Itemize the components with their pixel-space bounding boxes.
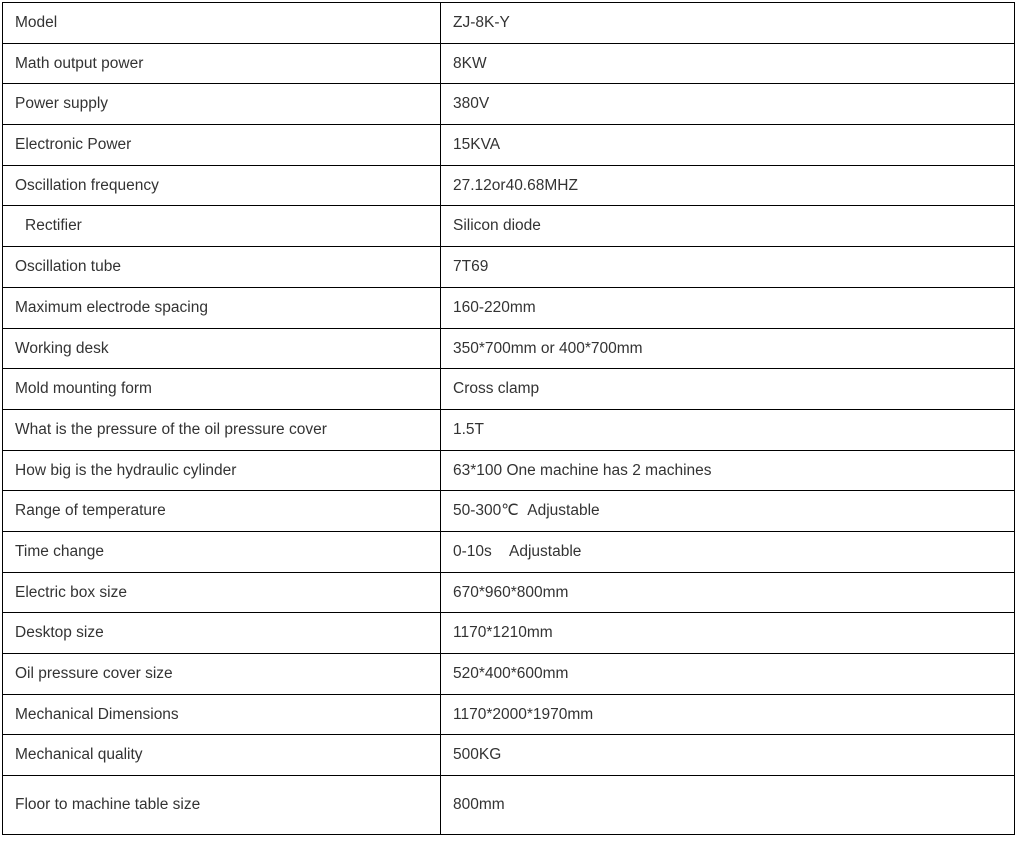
spec-label: Power supply xyxy=(3,84,441,125)
spec-value: 50-300℃ Adjustable xyxy=(441,491,1015,532)
table-row: ModelZJ-8K-Y xyxy=(3,3,1015,44)
spec-label: Oscillation tube xyxy=(3,247,441,288)
table-row: Mechanical quality500KG xyxy=(3,735,1015,776)
spec-value: 0-10s Adjustable xyxy=(441,531,1015,572)
table-row: Oscillation frequency27.12or40.68MHZ xyxy=(3,165,1015,206)
spec-label: How big is the hydraulic cylinder xyxy=(3,450,441,491)
spec-label: What is the pressure of the oil pressure… xyxy=(3,409,441,450)
spec-value: 8KW xyxy=(441,43,1015,84)
spec-label: Floor to machine table size xyxy=(3,776,441,835)
spec-label: Rectifier xyxy=(3,206,441,247)
table-row: Mold mounting formCross clamp xyxy=(3,369,1015,410)
spec-value: 670*960*800mm xyxy=(441,572,1015,613)
table-row: Mechanical Dimensions1170*2000*1970mm xyxy=(3,694,1015,735)
spec-label: Model xyxy=(3,3,441,44)
spec-label: Oil pressure cover size xyxy=(3,654,441,695)
table-row: Desktop size1170*1210mm xyxy=(3,613,1015,654)
spec-value: 160-220mm xyxy=(441,287,1015,328)
spec-label: Oscillation frequency xyxy=(3,165,441,206)
table-row: Working desk350*700mm or 400*700mm xyxy=(3,328,1015,369)
table-row: Maximum electrode spacing160-220mm xyxy=(3,287,1015,328)
spec-value: 63*100 One machine has 2 machines xyxy=(441,450,1015,491)
spec-value: 350*700mm or 400*700mm xyxy=(441,328,1015,369)
spec-label: Time change xyxy=(3,531,441,572)
spec-label: Desktop size xyxy=(3,613,441,654)
spec-value: 7T69 xyxy=(441,247,1015,288)
spec-label: Mechanical Dimensions xyxy=(3,694,441,735)
spec-value: ZJ-8K-Y xyxy=(441,3,1015,44)
spec-value: 1170*2000*1970mm xyxy=(441,694,1015,735)
spec-value: 27.12or40.68MHZ xyxy=(441,165,1015,206)
table-row: What is the pressure of the oil pressure… xyxy=(3,409,1015,450)
spec-table-body: ModelZJ-8K-YMath output power8KWPower su… xyxy=(3,3,1015,835)
table-row: Time change0-10s Adjustable xyxy=(3,531,1015,572)
spec-label: Range of temperature xyxy=(3,491,441,532)
table-row: RectifierSilicon diode xyxy=(3,206,1015,247)
spec-value: 1170*1210mm xyxy=(441,613,1015,654)
table-row: Math output power8KW xyxy=(3,43,1015,84)
table-row: Range of temperature50-300℃ Adjustable xyxy=(3,491,1015,532)
spec-label: Mechanical quality xyxy=(3,735,441,776)
table-row: Oscillation tube7T69 xyxy=(3,247,1015,288)
spec-value: Cross clamp xyxy=(441,369,1015,410)
spec-value: 520*400*600mm xyxy=(441,654,1015,695)
spec-value: 15KVA xyxy=(441,125,1015,166)
table-row: Floor to machine table size800mm xyxy=(3,776,1015,835)
spec-value: 1.5T xyxy=(441,409,1015,450)
table-row: Electronic Power15KVA xyxy=(3,125,1015,166)
spec-value: 800mm xyxy=(441,776,1015,835)
spec-label: Electric box size xyxy=(3,572,441,613)
spec-table: ModelZJ-8K-YMath output power8KWPower su… xyxy=(2,2,1015,835)
spec-label: Mold mounting form xyxy=(3,369,441,410)
spec-label: Math output power xyxy=(3,43,441,84)
spec-value: 500KG xyxy=(441,735,1015,776)
table-row: How big is the hydraulic cylinder63*100 … xyxy=(3,450,1015,491)
table-row: Power supply380V xyxy=(3,84,1015,125)
spec-label: Maximum electrode spacing xyxy=(3,287,441,328)
spec-value: Silicon diode xyxy=(441,206,1015,247)
table-row: Electric box size670*960*800mm xyxy=(3,572,1015,613)
spec-label: Working desk xyxy=(3,328,441,369)
spec-label: Electronic Power xyxy=(3,125,441,166)
spec-value: 380V xyxy=(441,84,1015,125)
table-row: Oil pressure cover size520*400*600mm xyxy=(3,654,1015,695)
